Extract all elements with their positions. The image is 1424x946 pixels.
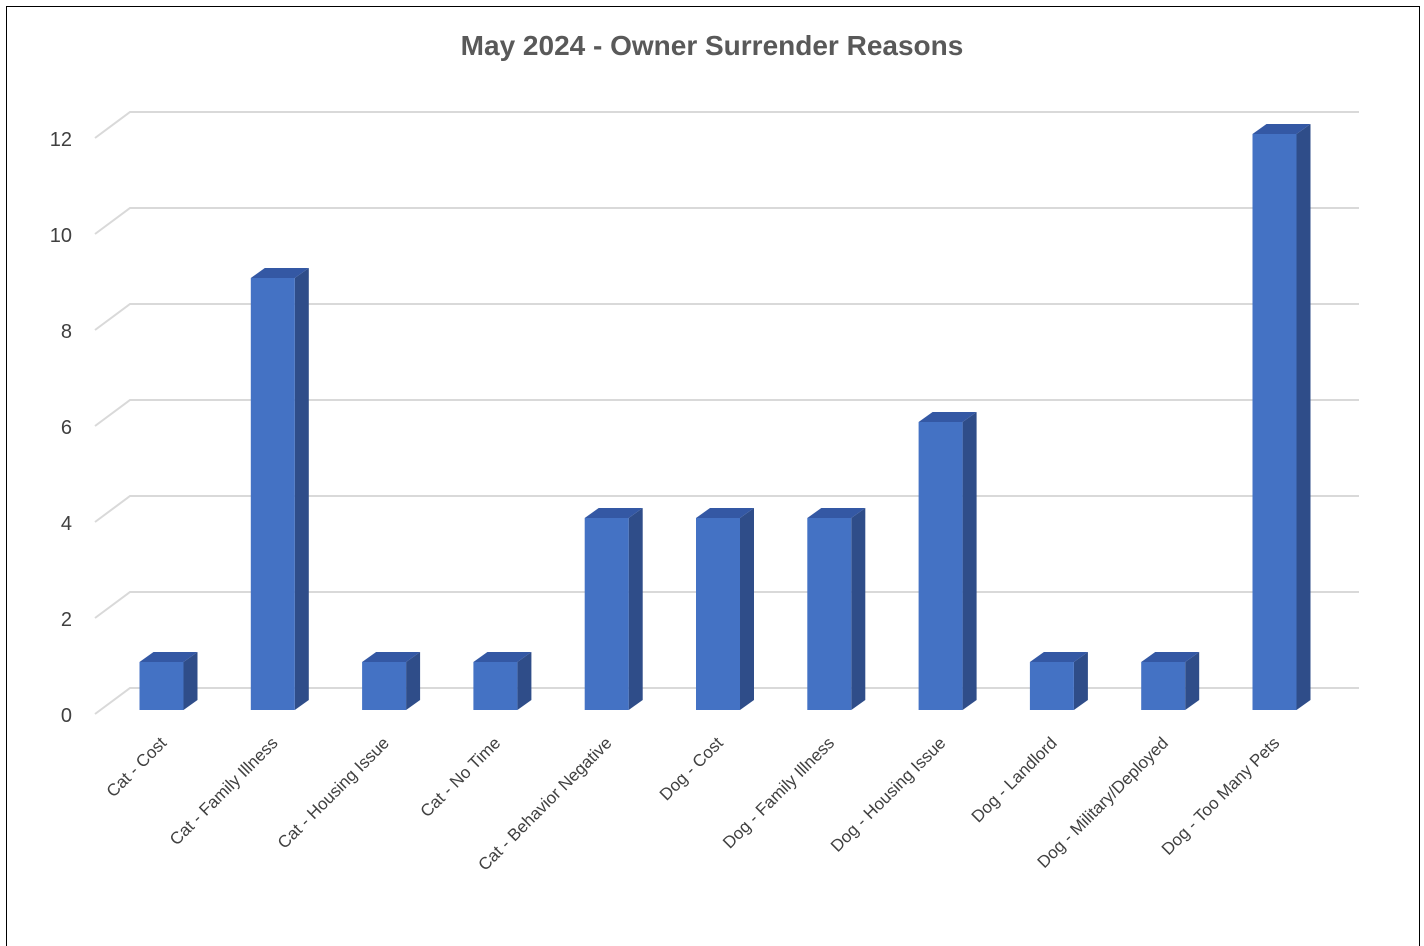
- bar-side: [1185, 652, 1200, 710]
- gridline: [94, 111, 1359, 139]
- y-tick-label: 2: [61, 609, 72, 631]
- bar-top: [362, 652, 421, 662]
- bar-side: [406, 652, 421, 710]
- x-tick-label: Dog - Landlord: [968, 733, 1061, 826]
- chart-title: May 2024 - Owner Surrender Reasons: [460, 30, 964, 61]
- bar-top: [696, 508, 754, 518]
- y-tick-label: 6: [61, 417, 72, 439]
- bar-front: [1252, 134, 1297, 710]
- x-tick-label: Dog - Family Illness: [719, 733, 838, 852]
- bar-side: [294, 268, 309, 710]
- bar-top: [807, 508, 866, 518]
- bar: [584, 508, 643, 710]
- bar: [362, 652, 421, 710]
- x-tick-label: Cat - Housing Issue: [274, 733, 393, 852]
- bar-front: [696, 518, 740, 710]
- y-tick-label: 12: [50, 129, 72, 151]
- bar-front: [918, 422, 963, 710]
- bar-front: [362, 662, 407, 710]
- bar-front: [584, 518, 629, 710]
- bar-front: [807, 518, 852, 710]
- bar-side: [1073, 652, 1088, 710]
- bar: [473, 652, 532, 710]
- bar-top: [473, 652, 532, 662]
- bar: [696, 508, 754, 710]
- gridline: [94, 303, 1359, 331]
- bar-top: [1252, 124, 1311, 134]
- gridline: [94, 399, 1359, 427]
- x-tick-label: Cat - Family Illness: [166, 733, 282, 849]
- chart-frame: [6, 6, 1420, 946]
- bar: [250, 268, 309, 710]
- bar: [807, 508, 866, 710]
- gridline: [94, 207, 1359, 235]
- bar-side: [740, 508, 754, 710]
- bar-front: [1029, 662, 1074, 710]
- bar-side: [183, 652, 198, 710]
- bar-top: [139, 652, 198, 662]
- bar-front: [1141, 662, 1186, 710]
- bar: [1029, 652, 1088, 710]
- y-tick-label: 4: [61, 513, 72, 535]
- bar-front: [250, 278, 295, 710]
- x-tick-label: Dog - Too Many Pets: [1158, 733, 1283, 858]
- bar-top: [918, 412, 977, 422]
- bar: [918, 412, 977, 710]
- bar-front: [473, 662, 518, 710]
- bar: [1252, 124, 1311, 710]
- bar: [1141, 652, 1200, 710]
- x-tick-label: Dog - Housing Issue: [827, 733, 949, 855]
- bar-top: [584, 508, 643, 518]
- bar-side: [962, 412, 977, 710]
- bar-side: [851, 508, 866, 710]
- bar-side: [1296, 124, 1311, 710]
- bar-side: [517, 652, 532, 710]
- y-tick-label: 0: [61, 705, 72, 727]
- bar-front: [139, 662, 184, 710]
- x-tick-label: Dog - Military/Deployed: [1034, 733, 1172, 871]
- y-tick-label: 8: [61, 321, 72, 343]
- x-tick-label: Cat - No Time: [417, 733, 505, 821]
- bar-top: [1029, 652, 1088, 662]
- bar-top: [250, 268, 309, 278]
- bar-side: [628, 508, 643, 710]
- bar-top: [1141, 652, 1200, 662]
- y-tick-label: 10: [50, 225, 72, 247]
- bar: [139, 652, 198, 710]
- x-tick-label: Cat - Cost: [103, 733, 171, 801]
- x-tick-label: Dog - Cost: [656, 733, 727, 804]
